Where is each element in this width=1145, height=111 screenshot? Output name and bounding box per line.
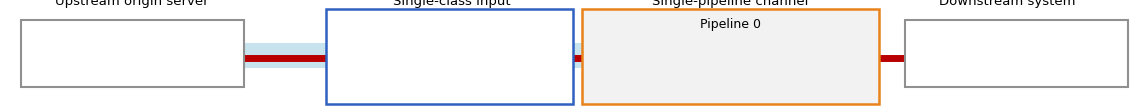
Bar xyxy=(582,9,879,104)
Text: Downstream system: Downstream system xyxy=(939,0,1076,8)
Bar xyxy=(21,20,244,87)
Text: Upstream origin server: Upstream origin server xyxy=(55,0,208,8)
Bar xyxy=(244,43,584,68)
Text: Single-class input: Single-class input xyxy=(394,0,511,8)
Bar xyxy=(326,9,572,104)
Text: Single-pipeline channel: Single-pipeline channel xyxy=(653,0,808,8)
Text: Pipeline 0: Pipeline 0 xyxy=(700,18,761,31)
Bar xyxy=(582,43,879,68)
Bar xyxy=(905,20,1128,87)
